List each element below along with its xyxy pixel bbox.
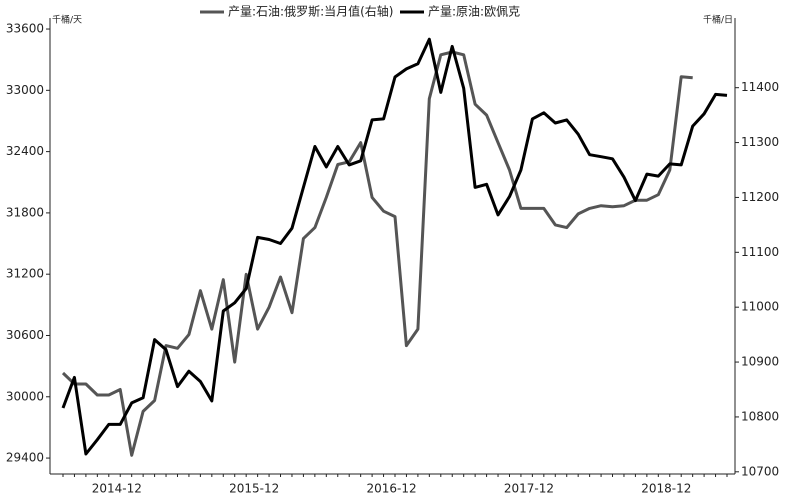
series-line: [61, 37, 728, 456]
series-line: [61, 50, 693, 457]
y-tick-label: 31800: [6, 205, 44, 219]
y-tick-label: 33600: [6, 22, 44, 36]
y-tick-label: 30000: [6, 389, 44, 403]
y2-tick-label: 11400: [741, 80, 779, 94]
y-tick-label: 29400: [6, 451, 44, 465]
x-tick-label: 2018-12: [641, 482, 691, 496]
legend-label: 产量:原油:欧佩克: [428, 5, 520, 19]
y2-tick-label: 11200: [741, 190, 779, 204]
y2-tick-label: 11300: [741, 135, 779, 149]
y-tick-label: 32400: [6, 144, 44, 158]
x-tick-label: 2014-12: [92, 482, 142, 496]
x-tick-label: 2015-12: [229, 482, 279, 496]
y-tick-label: 30600: [6, 328, 44, 342]
y-unit: 千桶/天: [52, 14, 82, 26]
y2-tick-label: 10800: [741, 409, 779, 423]
y-tick-label: 31200: [6, 267, 44, 281]
legend-label: 产量:石油:俄罗斯:当月值(右轴): [228, 4, 394, 19]
y2-tick-label: 10700: [741, 464, 779, 478]
x-tick-label: 2016-12: [366, 482, 416, 496]
y2-tick-label: 10900: [741, 355, 779, 369]
y2-tick-label: 11000: [741, 300, 779, 314]
y2-unit: 千桶/日: [703, 14, 733, 26]
y-tick-label: 33000: [6, 83, 44, 97]
y2-tick-label: 11100: [741, 245, 779, 259]
x-tick-label: 2017-12: [504, 482, 554, 496]
